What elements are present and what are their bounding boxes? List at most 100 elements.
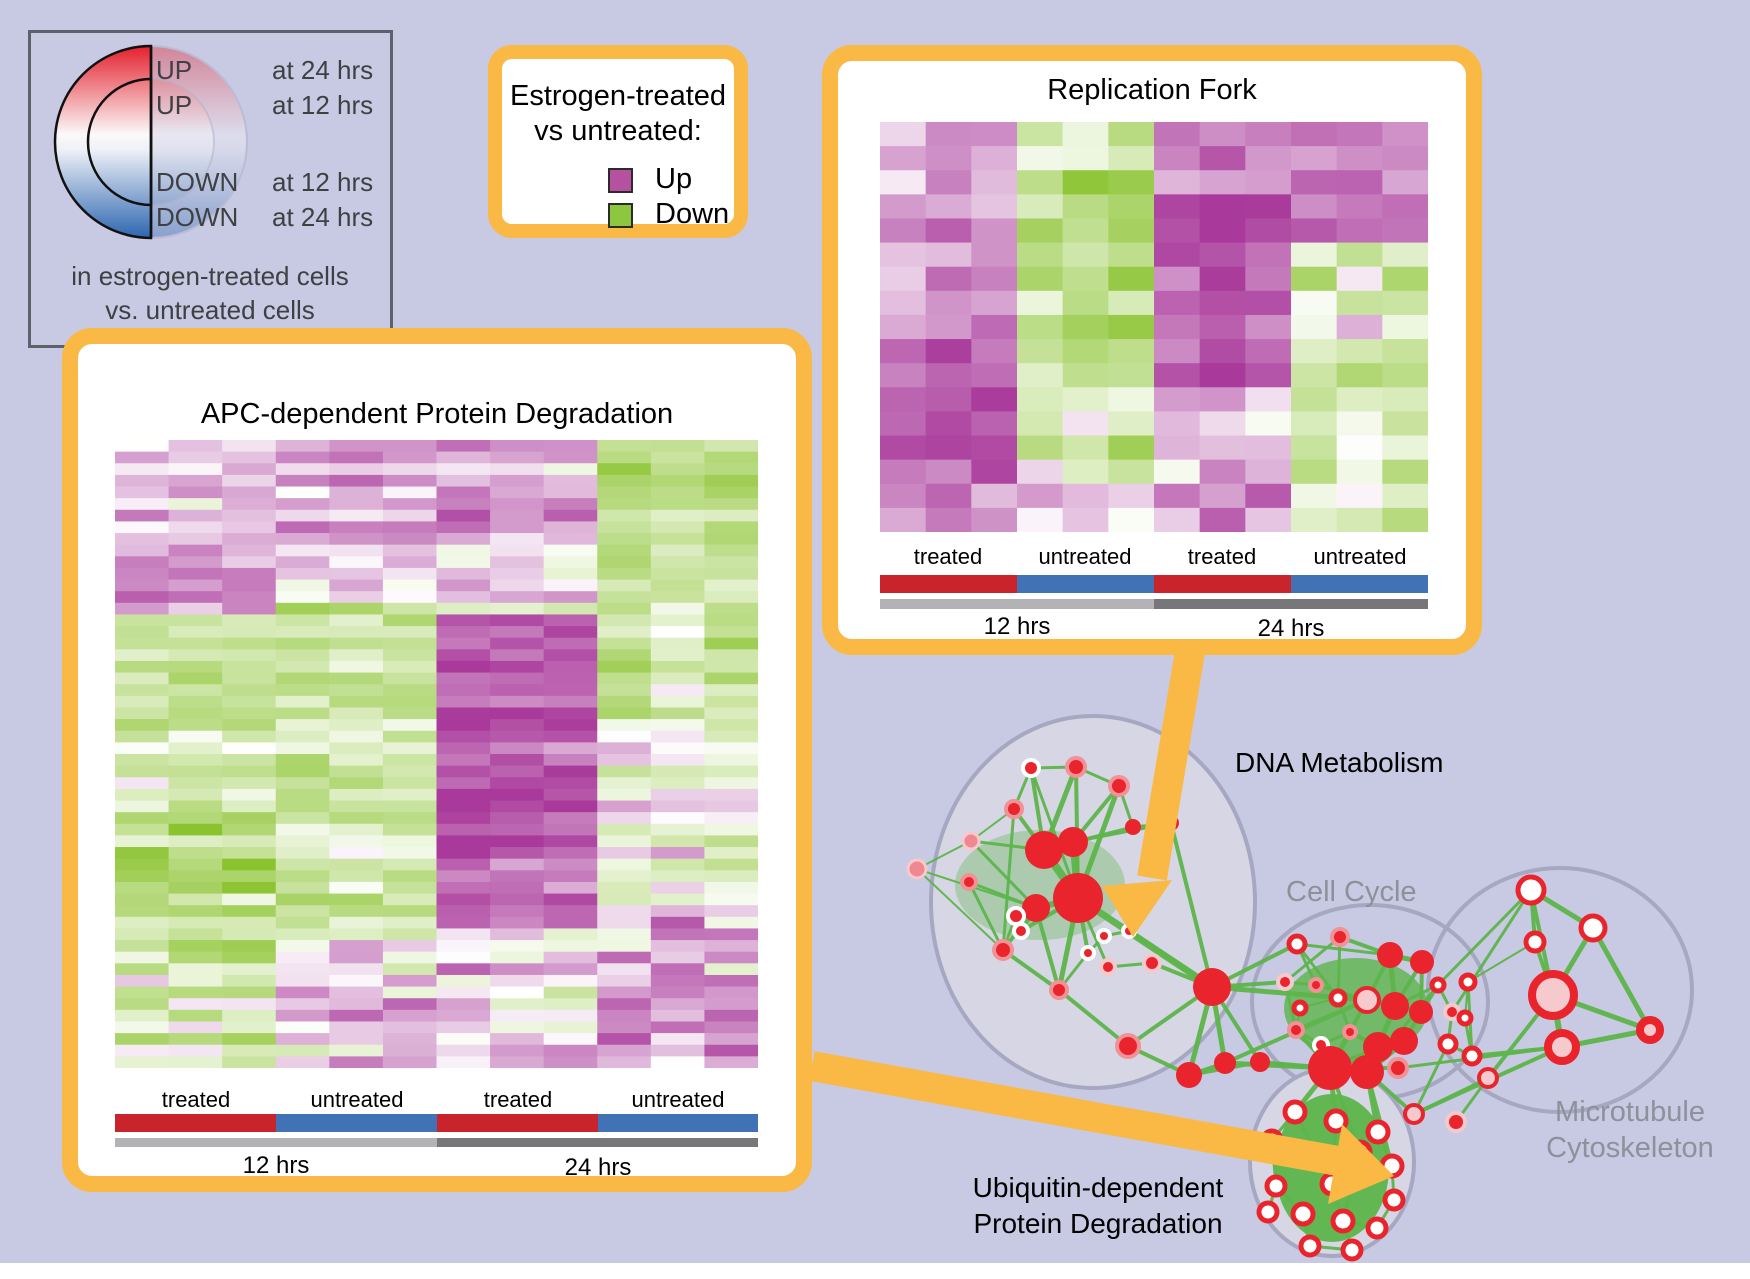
- network-edge: [1590, 925, 1653, 1033]
- heatmap-cell: [543, 486, 598, 499]
- network-node: [961, 831, 981, 851]
- heatmap-cell: [329, 998, 384, 1011]
- heatmap-cell: [436, 1033, 491, 1046]
- heatmap-cell: [168, 719, 223, 732]
- heatmap-cell: [597, 974, 652, 988]
- network-node: [1323, 1108, 1349, 1134]
- heatmap-cell: [704, 963, 758, 976]
- heatmap-cell: [222, 765, 277, 778]
- heatmap-cell: [1108, 387, 1155, 412]
- ring-legend-row3-dir: DOWN: [156, 167, 239, 197]
- heatmap-cell: [1336, 290, 1383, 316]
- heatmap-cell: [925, 314, 972, 340]
- heatmap-cell: [704, 742, 758, 755]
- heatmap-cell: [168, 858, 223, 871]
- heatmap-cell: [115, 1056, 170, 1068]
- heatmap-cell: [1245, 242, 1292, 268]
- heatmap-cell: [168, 567, 223, 581]
- heatmap-cell: [543, 707, 598, 720]
- ring-legend-row1-dir: UP: [156, 55, 193, 85]
- apc-12hrs-bar: [115, 1138, 437, 1147]
- heatmap-cell: [1245, 218, 1292, 244]
- heatmap-cell: [597, 951, 652, 964]
- heatmap-cell: [704, 614, 758, 627]
- heatmap-cell: [1199, 218, 1246, 244]
- heatmap-cell: [436, 951, 491, 964]
- heatmap-cell: [490, 777, 545, 790]
- network-node: [1290, 1201, 1316, 1227]
- heatmap-cell: [704, 835, 758, 848]
- heatmap-cell: [650, 1033, 705, 1046]
- heatmap-cell: [650, 451, 705, 464]
- heatmap-cell: [222, 777, 277, 790]
- heatmap-cell: [704, 974, 758, 988]
- heatmap-cell: [597, 672, 652, 685]
- heatmap-cell: [115, 637, 170, 650]
- heatmap-cell: [115, 812, 170, 825]
- heatmap-cell: [329, 684, 384, 697]
- heatmap-cell: [597, 940, 652, 953]
- heatmap-cell: [168, 1056, 223, 1068]
- heatmap-cell: [704, 672, 758, 685]
- apc-24hrs-label: 24 hrs: [564, 1154, 632, 1181]
- heatmap-cell: [436, 614, 491, 627]
- heatmap-cell: [650, 474, 705, 488]
- heatmap-cell: [275, 707, 330, 720]
- heatmap-cell: [382, 660, 437, 674]
- heatmap-cell: [168, 544, 223, 557]
- heatmap-cell: [925, 339, 972, 364]
- heatmap-cell: [115, 719, 170, 732]
- heatmap-cell: [1199, 483, 1246, 509]
- heatmap-cell: [115, 1044, 170, 1057]
- network-node: [1115, 1033, 1141, 1059]
- heatmap-cell: [115, 940, 170, 953]
- heatmap-cell: [597, 812, 652, 825]
- network-node: [1108, 775, 1130, 797]
- heatmap-cell: [1199, 363, 1246, 388]
- heatmap-cell: [275, 986, 330, 999]
- heatmap-cell: [925, 218, 972, 244]
- network-edge: [1034, 906, 1061, 992]
- heatmap-cell: [880, 122, 927, 147]
- heatmap-cell: [1336, 314, 1383, 340]
- heatmap-cell: [704, 858, 758, 871]
- heatmap-cell: [382, 695, 437, 708]
- network-node: [1365, 1119, 1391, 1145]
- heatmap-cell: [382, 556, 437, 569]
- heatmap-cell: [704, 1033, 758, 1046]
- heatmap-cell: [650, 509, 705, 522]
- heatmap-cell: [543, 870, 598, 883]
- heatmap-cell: [704, 521, 758, 534]
- heatmap-cell: [543, 509, 598, 522]
- heatmap-cell: [597, 788, 652, 802]
- heatmap-cell: [275, 498, 330, 511]
- heatmap-cell: [597, 614, 652, 627]
- heatmap-cell: [329, 870, 384, 883]
- heatmap-cell: [275, 649, 330, 662]
- heatmap-cell: [650, 870, 705, 883]
- heatmap-cell: [1108, 435, 1155, 461]
- heatmap-cell: [115, 986, 170, 999]
- heatmap-cell: [925, 194, 972, 219]
- heatmap-cell: [382, 579, 437, 592]
- heatmap-cell: [222, 672, 277, 685]
- heatmap-cell: [168, 998, 223, 1011]
- heatmap-cell: [543, 567, 598, 581]
- heatmap-cell: [490, 788, 545, 802]
- heatmap-cell: [490, 905, 545, 918]
- heatmap-cell: [490, 974, 545, 988]
- heatmap-cell: [925, 483, 972, 509]
- heatmap-cell: [329, 963, 384, 976]
- heatmap-cell: [168, 533, 223, 546]
- heatmap-cell: [382, 474, 437, 488]
- heatmap-cell: [115, 533, 170, 546]
- heatmap-cell: [490, 986, 545, 999]
- heatmap-cell: [971, 170, 1018, 195]
- heatmap-cell: [382, 788, 437, 802]
- heatmap-cell: [329, 602, 384, 615]
- network-edge: [1001, 948, 1061, 992]
- heatmap-cell: [1291, 218, 1338, 244]
- heatmap-cell: [971, 218, 1018, 244]
- heatmap-cell: [650, 567, 705, 581]
- network-node: [1291, 999, 1309, 1017]
